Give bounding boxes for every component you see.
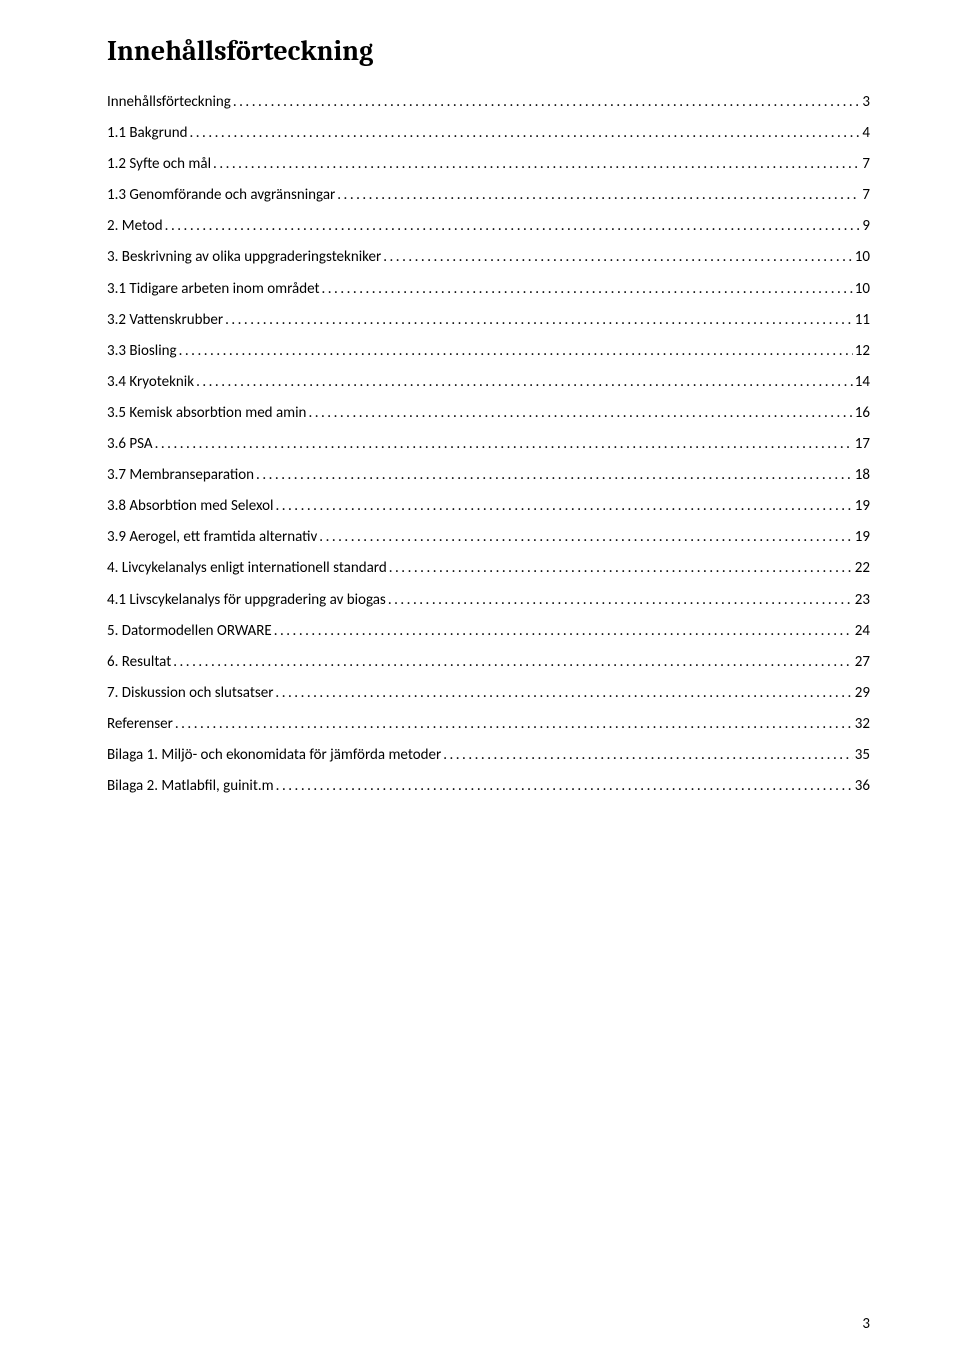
toc-page-number: 10 bbox=[855, 280, 870, 298]
toc-page-number: 23 bbox=[855, 591, 870, 609]
toc-entry: 4.1 Livscykelanalys för uppgradering av … bbox=[107, 591, 870, 609]
toc-label: Bilaga 1. Miljö- och ekonomidata för jäm… bbox=[107, 746, 441, 764]
toc-page-number: 14 bbox=[855, 373, 870, 391]
toc-page-number: 11 bbox=[855, 311, 870, 329]
toc-leader-dots bbox=[275, 497, 852, 515]
toc-page-number: 36 bbox=[855, 777, 870, 795]
toc-label: 1.2 Syfte och mål bbox=[107, 155, 211, 173]
toc-label: 3.3 Biosling bbox=[107, 342, 177, 360]
toc-entry: 5. Datormodellen ORWARE 24 bbox=[107, 622, 870, 640]
toc-page-number: 32 bbox=[855, 715, 870, 733]
toc-label: 3.2 Vattenskrubber bbox=[107, 311, 223, 329]
toc-page-number: 19 bbox=[855, 528, 870, 546]
toc-entry: Bilaga 1. Miljö- och ekonomidata för jäm… bbox=[107, 746, 870, 764]
toc-page-number: 7 bbox=[862, 155, 870, 173]
toc-leader-dots bbox=[179, 342, 853, 360]
toc-leader-dots bbox=[189, 124, 860, 142]
toc-leader-dots bbox=[275, 684, 852, 702]
toc-label: 4. Livcykelanalys enligt internationell … bbox=[107, 559, 387, 577]
toc-leader-dots bbox=[225, 311, 853, 329]
toc-leader-dots bbox=[337, 186, 860, 204]
toc-leader-dots bbox=[308, 404, 852, 422]
toc-label: 3.9 Aerogel, ett framtida alternativ bbox=[107, 528, 317, 546]
page-title: Innehållsförteckning bbox=[107, 35, 870, 67]
toc-page-number: 9 bbox=[862, 217, 870, 235]
toc-page-number: 12 bbox=[855, 342, 870, 360]
toc-leader-dots bbox=[256, 466, 853, 484]
toc-entry: Innehållsförteckning 3 bbox=[107, 93, 870, 111]
toc-leader-dots bbox=[321, 280, 852, 298]
toc-leader-dots bbox=[389, 559, 853, 577]
toc-entry: 3.1 Tidigare arbeten inom området 10 bbox=[107, 280, 870, 298]
toc-entry: 1.1 Bakgrund 4 bbox=[107, 124, 870, 142]
toc-entry: 1.3 Genomförande och avgränsningar 7 bbox=[107, 186, 870, 204]
toc-leader-dots bbox=[276, 777, 853, 795]
toc-page-number: 24 bbox=[855, 622, 870, 640]
toc-leader-dots bbox=[319, 528, 853, 546]
toc-entry: 6. Resultat 27 bbox=[107, 653, 870, 671]
toc-page-number: 4 bbox=[862, 124, 870, 142]
toc-entry: 7. Diskussion och slutsatser 29 bbox=[107, 684, 870, 702]
toc-page-number: 35 bbox=[855, 746, 870, 764]
page-number: 3 bbox=[862, 1315, 870, 1333]
toc-entry: 3.5 Kemisk absorbtion med amin 16 bbox=[107, 404, 870, 422]
toc-leader-dots bbox=[274, 622, 853, 640]
toc-leader-dots bbox=[383, 248, 853, 266]
toc-entry: 3.3 Biosling 12 bbox=[107, 342, 870, 360]
toc-entry: 2. Metod 9 bbox=[107, 217, 870, 235]
toc-label: 5. Datormodellen ORWARE bbox=[107, 622, 272, 640]
toc-entry: 3.2 Vattenskrubber 11 bbox=[107, 311, 870, 329]
toc-label: 3. Beskrivning av olika uppgraderingstek… bbox=[107, 248, 381, 266]
toc-leader-dots bbox=[165, 217, 861, 235]
toc-leader-dots bbox=[173, 653, 853, 671]
toc-label: 3.5 Kemisk absorbtion med amin bbox=[107, 404, 306, 422]
toc-leader-dots bbox=[443, 746, 853, 764]
toc-label: 3.8 Absorbtion med Selexol bbox=[107, 497, 273, 515]
toc-entry: 3.4 Kryoteknik 14 bbox=[107, 373, 870, 391]
toc-label: 2. Metod bbox=[107, 217, 163, 235]
toc-page-number: 19 bbox=[855, 497, 870, 515]
toc-entry: 3.9 Aerogel, ett framtida alternativ 19 bbox=[107, 528, 870, 546]
toc-label: 7. Diskussion och slutsatser bbox=[107, 684, 273, 702]
toc-entry: 3. Beskrivning av olika uppgraderingstek… bbox=[107, 248, 870, 266]
table-of-contents: Innehållsförteckning 3 1.1 Bakgrund 4 1.2 Sy… bbox=[107, 93, 870, 795]
toc-label: 3.1 Tidigare arbeten inom området bbox=[107, 280, 319, 298]
toc-label: 1.1 Bakgrund bbox=[107, 124, 187, 142]
toc-entry: 3.6 PSA 17 bbox=[107, 435, 870, 453]
toc-label: 3.7 Membranseparation bbox=[107, 466, 254, 484]
toc-label: Innehållsförteckning bbox=[107, 93, 231, 111]
toc-label: 1.3 Genomförande och avgränsningar bbox=[107, 186, 335, 204]
toc-entry: Referenser 32 bbox=[107, 715, 870, 733]
toc-entry: Bilaga 2. Matlabfil, guinit.m 36 bbox=[107, 777, 870, 795]
toc-leader-dots bbox=[233, 93, 861, 111]
toc-page-number: 10 bbox=[855, 248, 870, 266]
toc-entry: 4. Livcykelanalys enligt internationell … bbox=[107, 559, 870, 577]
toc-label: 3.6 PSA bbox=[107, 435, 153, 453]
toc-page-number: 18 bbox=[855, 466, 870, 484]
toc-entry: 3.7 Membranseparation 18 bbox=[107, 466, 870, 484]
toc-leader-dots bbox=[213, 155, 860, 173]
toc-page-number: 27 bbox=[855, 653, 870, 671]
toc-label: Referenser bbox=[107, 715, 173, 733]
toc-page-number: 16 bbox=[855, 404, 870, 422]
toc-label: 4.1 Livscykelanalys för uppgradering av … bbox=[107, 591, 386, 609]
toc-label: 6. Resultat bbox=[107, 653, 171, 671]
toc-leader-dots bbox=[388, 591, 853, 609]
toc-label: Bilaga 2. Matlabfil, guinit.m bbox=[107, 777, 274, 795]
toc-leader-dots bbox=[175, 715, 853, 733]
toc-entry: 1.2 Syfte och mål 7 bbox=[107, 155, 870, 173]
toc-entry: 3.8 Absorbtion med Selexol 19 bbox=[107, 497, 870, 515]
toc-page-number: 22 bbox=[855, 559, 870, 577]
toc-page-number: 7 bbox=[862, 186, 870, 204]
toc-page-number: 29 bbox=[855, 684, 870, 702]
toc-label: 3.4 Kryoteknik bbox=[107, 373, 194, 391]
toc-page-number: 17 bbox=[855, 435, 870, 453]
toc-leader-dots bbox=[196, 373, 853, 391]
toc-page-number: 3 bbox=[862, 93, 870, 111]
toc-leader-dots bbox=[155, 435, 853, 453]
